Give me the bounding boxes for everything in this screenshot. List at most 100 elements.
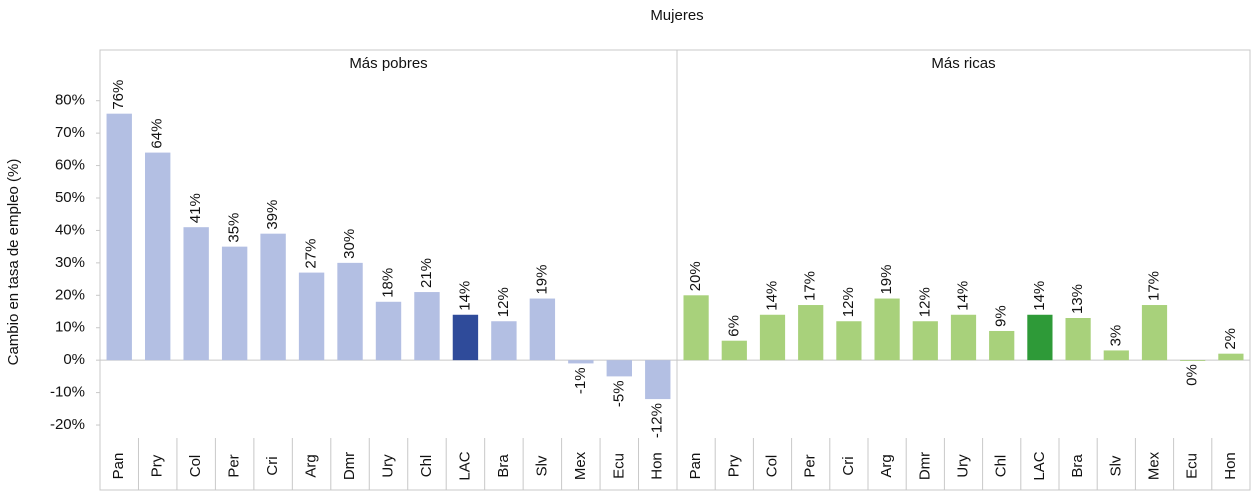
bar <box>645 360 671 400</box>
x-tick-label: Bra <box>1069 454 1086 478</box>
bar <box>683 295 709 361</box>
bar <box>221 246 248 361</box>
x-tick-label: Dmr <box>916 452 933 480</box>
bar <box>183 227 209 361</box>
x-tick-label: Pry <box>725 454 742 477</box>
x-tick-label: Dmr <box>341 452 358 480</box>
x-tick-label: Chl <box>993 455 1010 478</box>
value-label: 41% <box>187 193 204 223</box>
y-tick-label: 0% <box>63 351 85 368</box>
x-tick-label: Per <box>802 454 819 477</box>
bar <box>1103 350 1129 361</box>
value-label: 14% <box>763 281 780 311</box>
value-label: 12% <box>840 287 857 317</box>
value-label: 0% <box>1184 364 1201 386</box>
value-label: 21% <box>418 258 435 288</box>
value-label: 2% <box>1222 328 1239 350</box>
x-tick-label: Slv <box>533 455 550 476</box>
value-label: -1% <box>572 367 589 394</box>
value-label: 12% <box>916 287 933 317</box>
value-label: 19% <box>533 265 550 295</box>
bar <box>375 301 402 361</box>
x-tick-label: Per <box>226 454 243 477</box>
y-tick-label: 80% <box>55 92 85 109</box>
value-label: 6% <box>725 315 742 337</box>
value-label: 20% <box>687 261 704 291</box>
value-label: 12% <box>495 287 512 317</box>
x-tick-label: Slv <box>1107 455 1124 476</box>
value-label: 19% <box>878 265 895 295</box>
value-label: 17% <box>802 271 819 301</box>
x-tick-label: Mex <box>572 451 589 480</box>
x-tick-label: Bra <box>495 454 512 478</box>
bar <box>989 330 1015 361</box>
y-tick-label: 60% <box>55 157 85 174</box>
value-label: 9% <box>993 305 1010 327</box>
x-tick-label: Ecu <box>610 453 627 479</box>
x-tick-label: Col <box>187 455 204 478</box>
value-label: 18% <box>379 268 396 298</box>
bar <box>606 360 632 377</box>
bar <box>529 298 556 361</box>
y-tick-label: 20% <box>55 286 85 303</box>
bar <box>874 298 900 361</box>
panel-frame <box>676 49 1251 491</box>
value-label: 30% <box>341 229 358 259</box>
value-label: 13% <box>1069 284 1086 314</box>
bar <box>1065 318 1091 361</box>
y-axis-label: Cambio en tasa de empleo (%) <box>5 159 22 366</box>
panel-title: Más pobres <box>349 55 427 72</box>
chart-title: Mujeres <box>650 7 703 24</box>
bar <box>337 262 363 361</box>
value-label: -5% <box>610 380 627 407</box>
x-tick-label: Hon <box>1222 452 1239 480</box>
x-tick-label: Ury <box>379 454 396 478</box>
panel-title: Más ricas <box>931 55 995 72</box>
y-tick-label: 50% <box>55 189 85 206</box>
value-label: -12% <box>649 403 666 438</box>
bar <box>759 314 786 361</box>
value-label: 35% <box>226 213 243 243</box>
value-label: 14% <box>456 281 473 311</box>
x-tick-label: Pan <box>110 453 127 480</box>
y-tick-label: 40% <box>55 221 85 238</box>
y-tick-label: 10% <box>55 319 85 336</box>
bar <box>414 292 440 361</box>
x-tick-label: Hon <box>649 452 666 480</box>
value-label: 39% <box>264 200 281 230</box>
x-tick-label: Cri <box>264 456 281 475</box>
bar <box>298 272 325 361</box>
bar <box>491 321 517 361</box>
x-tick-label: Arg <box>303 454 320 477</box>
x-tick-label: Mex <box>1145 451 1162 480</box>
bar <box>1180 360 1206 361</box>
value-label: 64% <box>149 119 166 149</box>
bar <box>145 152 171 361</box>
bar <box>260 233 286 361</box>
x-tick-label: Arg <box>878 454 895 477</box>
x-tick-label: Chl <box>418 455 435 478</box>
value-label: 14% <box>954 281 971 311</box>
value-label: 76% <box>110 80 127 110</box>
x-tick-label: Pan <box>687 453 704 480</box>
value-label: 17% <box>1145 271 1162 301</box>
value-label: 27% <box>303 239 320 269</box>
x-tick-label: LAC <box>1031 451 1048 480</box>
x-tick-label: Ecu <box>1184 453 1201 479</box>
y-tick-label: -20% <box>50 416 85 433</box>
bar <box>452 314 479 361</box>
x-tick-label: Cri <box>840 456 857 475</box>
bar <box>912 321 938 361</box>
value-label: 14% <box>1031 281 1048 311</box>
bar <box>950 314 977 361</box>
bar <box>106 113 132 361</box>
y-tick-label: 30% <box>55 254 85 271</box>
bar <box>798 305 824 361</box>
value-label: 3% <box>1107 325 1124 347</box>
bar <box>836 321 862 361</box>
bar <box>721 340 747 361</box>
x-tick-label: Pry <box>149 454 166 477</box>
bar <box>568 360 594 364</box>
bar <box>1141 305 1168 361</box>
